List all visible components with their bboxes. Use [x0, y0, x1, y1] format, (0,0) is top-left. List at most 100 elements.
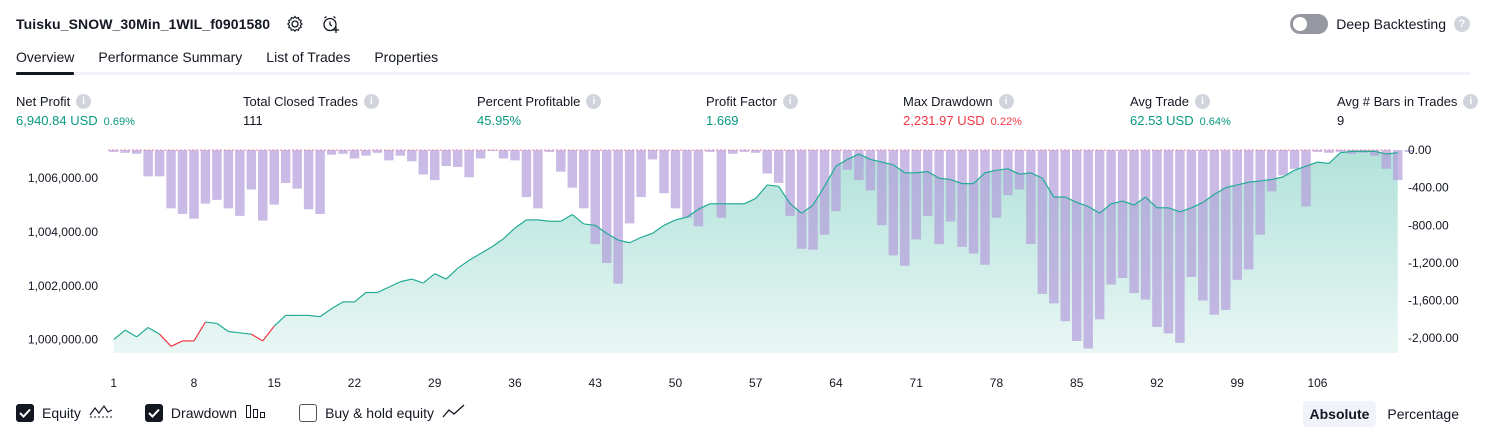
drawdown-bar	[808, 150, 818, 250]
equity-line-segment	[1133, 196, 1146, 206]
buy-hold-equity-checkbox[interactable]: Buy & hold equity	[299, 403, 466, 422]
drawdown-bar	[361, 150, 371, 156]
drawdown-bar	[1163, 150, 1174, 334]
drawdown-bar	[1232, 150, 1242, 280]
drawdown-bar	[1003, 150, 1013, 196]
info-icon[interactable]: i	[782, 93, 798, 109]
metric-avg-bars: Avg # Bars in Trades i 9	[1337, 93, 1479, 128]
equity-line-segment	[273, 314, 287, 327]
drawdown-bar	[1037, 150, 1048, 294]
help-icon[interactable]: ?	[1454, 16, 1470, 32]
equity-line-segment	[916, 170, 928, 174]
equity-line-segment	[1065, 196, 1077, 203]
drawdown-bar	[705, 150, 715, 152]
drawdown-bar	[865, 150, 876, 191]
metric-percent: 0.64%	[1199, 116, 1231, 128]
tab-properties[interactable]: Properties	[374, 49, 439, 65]
drawdown-bar	[223, 150, 234, 209]
drawdown-bar	[1094, 150, 1105, 320]
tab-overview[interactable]: Overview	[16, 44, 75, 75]
drawdown-bar	[613, 150, 623, 284]
x-axis-tick-label: 57	[749, 376, 763, 390]
info-icon[interactable]: i	[586, 93, 602, 109]
add-alert-clock-icon[interactable]	[320, 13, 342, 35]
drawdown-bar	[292, 150, 302, 189]
drawdown-bar	[1014, 150, 1025, 190]
equity-line-segment	[400, 278, 412, 283]
equity-line-segment	[881, 161, 894, 166]
equity-line-segment	[663, 219, 676, 226]
settings-gear-icon[interactable]	[284, 13, 306, 35]
equity-line-segment	[892, 164, 906, 174]
drawdown-bar	[533, 150, 543, 209]
drawdown-bar	[315, 150, 325, 214]
metric-label: Net Profit	[16, 93, 71, 109]
equity-line-segment	[434, 273, 447, 280]
x-axis-tick-label: 36	[508, 376, 522, 390]
equity-line-segment	[113, 329, 126, 341]
equity-line-segment	[744, 197, 756, 205]
drawdown-bar	[911, 150, 921, 240]
metric-max-drawdown: Max Drawdown i 2,231.97 USD 0.22%	[903, 93, 1022, 128]
x-axis-tick-label: 64	[829, 376, 843, 390]
equity-line-segment	[640, 232, 653, 238]
equity-line-segment	[1007, 168, 1020, 175]
drawdown-bar	[1381, 150, 1391, 169]
left-axis-tick-label: 1,000,000.00	[28, 333, 98, 347]
metric-value: 6,940.84 USD	[16, 113, 98, 128]
info-icon[interactable]: i	[1195, 93, 1211, 109]
deep-backtesting-toggle[interactable]	[1290, 14, 1329, 34]
equity-line-segment	[698, 203, 711, 210]
drawdown-bar	[796, 150, 807, 249]
drawdown-bar	[200, 150, 211, 204]
equity-drawdown-chart[interactable]: 1,006,000.00 1,004,000.00 1,002,000.00 1,00…	[0, 140, 1486, 398]
drawdown-bar	[1198, 150, 1208, 301]
equity-line-segment	[537, 219, 550, 222]
absolute-button[interactable]: Absolute	[1302, 401, 1377, 427]
metric-percent: 0.69%	[103, 116, 135, 128]
drawdown-bar	[1106, 150, 1116, 285]
x-axis-tick-label: 29	[428, 376, 442, 390]
drawdown-bar	[430, 150, 440, 181]
metric-value: 111	[243, 113, 263, 128]
info-icon[interactable]: i	[1463, 93, 1479, 109]
checkbox-unchecked-icon	[299, 403, 318, 422]
x-axis-tick-label: 99	[1231, 376, 1245, 390]
equity-line-segment	[1225, 184, 1238, 189]
drawdown-bar	[636, 150, 646, 198]
drawdown-bar	[1266, 150, 1277, 192]
equity-line-segment	[996, 168, 1009, 171]
drawdown-bar	[877, 150, 887, 226]
metric-profit-factor: Profit Factor i 1.669	[706, 93, 798, 128]
deep-backtesting-label: Deep Backtesting	[1336, 16, 1446, 32]
info-icon[interactable]: i	[76, 93, 92, 109]
equity-line-segment	[354, 292, 367, 303]
info-icon[interactable]: i	[363, 93, 379, 109]
percentage-button[interactable]: Percentage	[1387, 406, 1459, 422]
drawdown-bar	[1152, 150, 1162, 327]
right-axis-tick-label: -1,200.00	[1408, 256, 1459, 270]
tab-list-of-trades[interactable]: List of Trades	[266, 49, 351, 65]
info-icon[interactable]: i	[998, 93, 1014, 109]
drawdown-checkbox[interactable]: Drawdown	[144, 403, 267, 422]
drawdown-bar	[773, 150, 784, 183]
equity-line-segment	[1202, 193, 1215, 203]
drawdown-bar	[762, 150, 772, 174]
drawdown-bar	[601, 150, 612, 263]
left-axis-tick-label: 1,006,000.00	[28, 171, 98, 185]
drawdown-bar	[1393, 150, 1403, 181]
tab-performance-summary[interactable]: Performance Summary	[98, 49, 243, 65]
equity-line-segment	[1110, 200, 1123, 205]
drawdown-bar	[475, 150, 486, 159]
drawdown-bar	[395, 150, 406, 156]
deep-backtesting-control: Deep Backtesting ?	[1290, 12, 1470, 36]
drawdown-bar	[567, 150, 578, 188]
equity-checkbox[interactable]: Equity	[16, 403, 113, 422]
drawdown-bar	[1209, 150, 1220, 315]
drawdown-bar	[154, 150, 165, 177]
drawdown-bar	[957, 150, 967, 247]
drawdown-bar	[785, 150, 795, 216]
equity-line-segment	[216, 322, 229, 332]
equity-line-segment	[377, 286, 390, 294]
chart-legend: Equity Drawdown Buy & hold equity	[16, 403, 466, 422]
